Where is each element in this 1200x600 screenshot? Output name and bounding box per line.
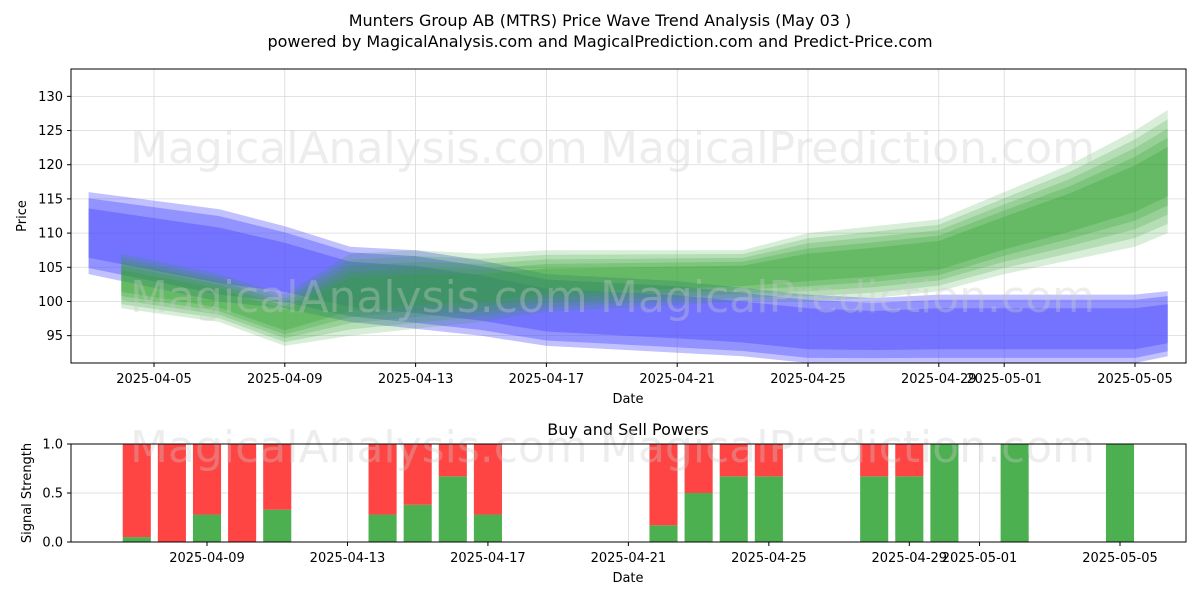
- signal-y-label: Signal Strength: [20, 443, 35, 543]
- signal-x-tick-label: 2025-05-05: [1082, 551, 1158, 566]
- buy-power-bar: [438, 476, 467, 542]
- sell-power-bar: [438, 444, 467, 477]
- buy-power-bar: [122, 537, 151, 542]
- buy-power-bar: [719, 476, 748, 542]
- price-y-tick-label: 115: [38, 192, 63, 207]
- signal-x-tick-label: 2025-04-17: [450, 551, 526, 566]
- price-axes-frame: [70, 68, 1187, 364]
- sell-power-bar: [719, 444, 748, 477]
- price-y-tick-label: 95: [46, 329, 63, 344]
- signal-panel: Buy and Sell Powers MagicalAnalysis.com …: [20, 420, 1187, 586]
- watermark-mid-left: MagicalAnalysis.com: [130, 272, 588, 323]
- signal-ticks: 2025-04-09 2025-04-13 2025-04-17 2025-04-21…: [42, 438, 1157, 567]
- price-x-tick-label: 2025-04-13: [378, 372, 454, 387]
- buy-power-bar: [895, 476, 924, 542]
- signal-y-tick-label: 0.0: [42, 536, 63, 551]
- buy-power-bar: [263, 509, 292, 542]
- price-bands: [88, 110, 1168, 363]
- price-x-tick-label: 2025-04-29: [901, 372, 977, 387]
- signal-x-tick-label: 2025-05-01: [942, 551, 1018, 566]
- chart-title: Munters Group AB (MTRS) Price Wave Trend…: [349, 11, 852, 30]
- sell-power-bar: [684, 444, 713, 493]
- sell-power-bar: [754, 444, 783, 477]
- signal-x-tick-label: 2025-04-25: [731, 551, 807, 566]
- buy-power-bar: [192, 514, 222, 542]
- green-wave-band: [121, 137, 1168, 335]
- signal-axes-frame: [70, 443, 1187, 543]
- buy-power-bar: [1105, 444, 1135, 542]
- green-wave-band: [121, 128, 1168, 339]
- buy-power-bar: [860, 476, 889, 542]
- sell-power-bar: [228, 444, 257, 542]
- signal-x-tick-label: 2025-04-09: [169, 551, 245, 566]
- price-ticks: 2025-04-05 2025-04-09 2025-04-13 2025-04-17…: [38, 90, 1173, 387]
- buy-power-bar: [368, 514, 397, 542]
- signal-title: Buy and Sell Powers: [547, 420, 709, 439]
- signal-y-tick-label: 0.5: [42, 487, 63, 502]
- watermark-top-right: MagicalPrediction.com: [600, 123, 1095, 174]
- sell-power-bar: [263, 444, 292, 510]
- green-wave-band: [121, 119, 1168, 343]
- watermark-top-left: MagicalAnalysis.com: [130, 123, 588, 174]
- price-grid: [71, 69, 1186, 363]
- price-x-tick-label: 2025-04-05: [116, 372, 192, 387]
- sell-power-bar: [860, 444, 889, 477]
- buy-power-bar: [473, 514, 502, 542]
- signal-x-tick-label: 2025-04-29: [872, 551, 948, 566]
- blue-wave-band: [88, 192, 1168, 363]
- price-x-tick-label: 2025-04-25: [770, 372, 846, 387]
- signal-x-label: Date: [612, 571, 643, 586]
- sell-power-bar: [403, 444, 432, 505]
- price-x-tick-label: 2025-04-17: [509, 372, 585, 387]
- price-y-label: Price: [15, 200, 30, 232]
- buy-power-bar: [1000, 444, 1029, 542]
- watermark-bottom-right: MagicalPrediction.com: [600, 422, 1095, 473]
- chart-subtitle: powered by MagicalAnalysis.com and Magic…: [267, 32, 932, 51]
- price-x-tick-label: 2025-05-05: [1097, 372, 1173, 387]
- price-x-label: Date: [612, 392, 643, 407]
- sell-power-bar: [473, 444, 502, 515]
- sell-power-bar: [157, 444, 186, 542]
- buy-power-bar: [403, 504, 432, 542]
- price-y-tick-label: 130: [38, 90, 63, 105]
- price-x-tick-label: 2025-04-09: [247, 372, 323, 387]
- price-y-tick-label: 120: [38, 158, 63, 173]
- price-y-tick-label: 125: [38, 124, 63, 139]
- blue-wave-band: [88, 198, 1168, 359]
- watermark-bottom-left: MagicalAnalysis.com: [130, 422, 588, 473]
- signal-x-tick-label: 2025-04-13: [310, 551, 386, 566]
- price-y-tick-label: 100: [38, 295, 63, 310]
- sell-power-bar: [122, 444, 151, 538]
- blue-wave-band: [88, 208, 1168, 350]
- green-wave-band: [121, 146, 1168, 331]
- watermark-mid-right: MagicalPrediction.com: [600, 272, 1095, 323]
- signal-x-tick-label: 2025-04-21: [591, 551, 667, 566]
- price-y-tick-label: 105: [38, 261, 63, 276]
- price-y-tick-label: 110: [38, 227, 63, 242]
- buy-power-bar: [754, 476, 783, 542]
- sell-power-bar: [895, 444, 924, 477]
- price-panel: MagicalAnalysis.com MagicalPrediction.co…: [15, 68, 1187, 407]
- price-x-tick-label: 2025-05-01: [966, 372, 1042, 387]
- buy-power-bar: [930, 444, 959, 542]
- signal-y-tick-label: 1.0: [42, 438, 63, 453]
- green-wave-band: [121, 110, 1168, 346]
- buy-power-bar: [684, 493, 713, 542]
- sell-power-bar: [368, 444, 397, 515]
- signal-bars: [122, 444, 1135, 542]
- price-x-tick-label: 2025-04-21: [639, 372, 715, 387]
- buy-power-bar: [649, 525, 678, 542]
- sell-power-bar: [192, 444, 222, 515]
- sell-power-bar: [649, 444, 678, 526]
